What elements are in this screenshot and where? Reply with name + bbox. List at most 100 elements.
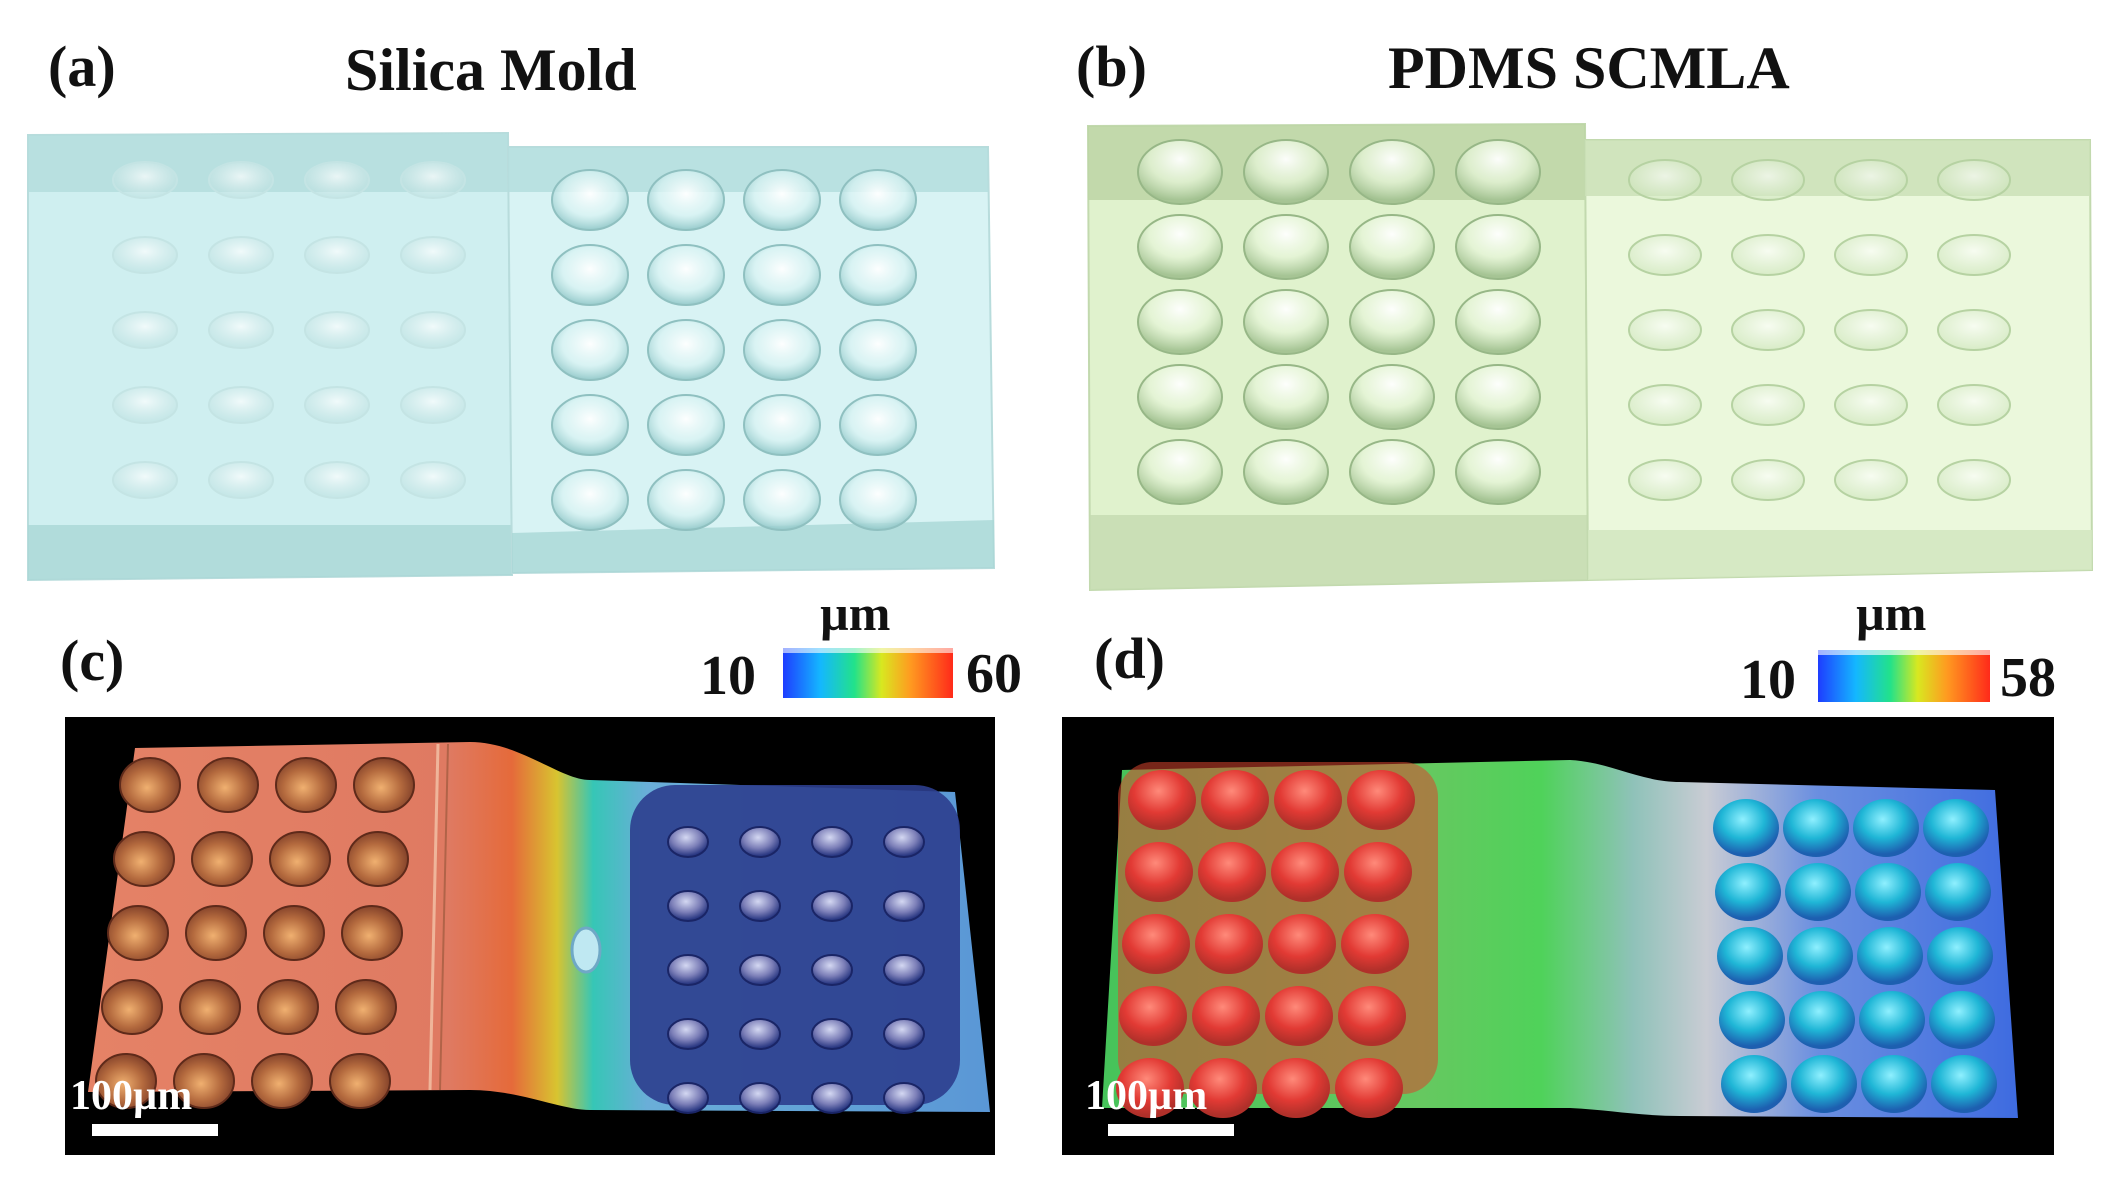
tall-microlens bbox=[1243, 289, 1329, 355]
deep-cavity bbox=[839, 319, 917, 381]
blue-microlens bbox=[1855, 863, 1921, 921]
tall-microlens bbox=[1243, 439, 1329, 505]
blue-microlens bbox=[1857, 927, 1923, 985]
deep-cavity bbox=[551, 169, 629, 231]
panel-a-mold-diagram bbox=[27, 131, 996, 582]
blue-microlens bbox=[1853, 799, 1919, 857]
red-microlens bbox=[1335, 1058, 1403, 1118]
deep-cavity bbox=[743, 244, 821, 306]
red-microlens bbox=[1271, 842, 1339, 902]
pdms-tall-microlenses bbox=[1137, 139, 1541, 505]
cavity-pit bbox=[191, 831, 253, 887]
panel-d-label: (d) bbox=[1094, 626, 1165, 691]
blue-microlens bbox=[1787, 927, 1853, 985]
mold-shallow-cavities bbox=[112, 161, 466, 499]
red-microlens bbox=[1338, 986, 1406, 1046]
shallow-cavity bbox=[208, 311, 274, 349]
tall-microlens bbox=[1455, 439, 1541, 505]
colorbar-c-min: 10 bbox=[700, 645, 756, 707]
short-microlens bbox=[1834, 234, 1908, 276]
red-microlens bbox=[1341, 914, 1409, 974]
red-microlens bbox=[1347, 770, 1415, 830]
tall-microlens bbox=[1349, 289, 1435, 355]
cavity-pit bbox=[329, 1053, 391, 1109]
deep-cavity bbox=[839, 394, 917, 456]
tall-microlens bbox=[1137, 289, 1223, 355]
red-microlens bbox=[1198, 842, 1266, 902]
cavity-bottom bbox=[811, 890, 853, 922]
short-microlens bbox=[1628, 234, 1702, 276]
red-microlens bbox=[1265, 986, 1333, 1046]
cavity-pit bbox=[119, 757, 181, 813]
tall-microlens bbox=[1243, 364, 1329, 430]
tall-microlens bbox=[1137, 214, 1223, 280]
cavity-bottom bbox=[883, 954, 925, 986]
cavity-bottom bbox=[811, 826, 853, 858]
blue-microlens bbox=[1925, 863, 1991, 921]
cavity-bottom bbox=[883, 890, 925, 922]
red-microlens bbox=[1119, 986, 1187, 1046]
mold-cavity-bottoms bbox=[667, 826, 925, 1114]
shallow-cavity bbox=[304, 461, 370, 499]
cavity-bottom bbox=[811, 1082, 853, 1114]
deep-cavity bbox=[839, 469, 917, 531]
colorbar-c-max: 60 bbox=[966, 643, 1022, 705]
short-microlens bbox=[1937, 159, 2011, 201]
shallow-cavity bbox=[112, 236, 178, 274]
panel-a-title: Silica Mold bbox=[345, 37, 637, 103]
panel-c-label: (c) bbox=[60, 628, 125, 693]
deep-cavity bbox=[551, 244, 629, 306]
short-microlens bbox=[1731, 159, 1805, 201]
red-microlens bbox=[1125, 842, 1193, 902]
short-microlens bbox=[1834, 459, 1908, 501]
shallow-cavity bbox=[112, 461, 178, 499]
short-microlens bbox=[1834, 159, 1908, 201]
panel-b-title: PDMS SCMLA bbox=[1388, 35, 1790, 101]
red-microlens bbox=[1344, 842, 1412, 902]
red-microlens bbox=[1189, 1058, 1257, 1118]
tall-microlens bbox=[1349, 364, 1435, 430]
cavity-bottom bbox=[883, 1018, 925, 1050]
tall-microlens bbox=[1455, 289, 1541, 355]
short-microlens bbox=[1628, 309, 1702, 351]
deep-cavity bbox=[743, 319, 821, 381]
shallow-cavity bbox=[304, 236, 370, 274]
tall-microlens bbox=[1455, 139, 1541, 205]
short-microlens bbox=[1731, 309, 1805, 351]
pdms-short-microlenses bbox=[1628, 159, 2011, 501]
short-microlens bbox=[1834, 384, 1908, 426]
cavity-pit bbox=[347, 831, 409, 887]
red-microlens bbox=[1192, 986, 1260, 1046]
deep-cavity bbox=[647, 319, 725, 381]
blue-microlens bbox=[1923, 799, 1989, 857]
cavity-pit bbox=[335, 979, 397, 1035]
scalebar-d-label: 100µm bbox=[1085, 1073, 1208, 1119]
shallow-cavity bbox=[304, 386, 370, 424]
cavity-bottom bbox=[883, 826, 925, 858]
tall-microlens bbox=[1455, 214, 1541, 280]
deep-cavity bbox=[647, 244, 725, 306]
cavity-pit bbox=[341, 905, 403, 961]
blue-microlens bbox=[1715, 863, 1781, 921]
shallow-cavity bbox=[400, 386, 466, 424]
cavity-bottom bbox=[883, 1082, 925, 1114]
blue-microlens bbox=[1931, 1055, 1997, 1113]
deep-cavity bbox=[743, 169, 821, 231]
short-microlens bbox=[1937, 459, 2011, 501]
cavity-pit bbox=[173, 1053, 235, 1109]
shallow-cavity bbox=[112, 161, 178, 199]
red-microlens bbox=[1116, 1058, 1184, 1118]
cavity-pit bbox=[251, 1053, 313, 1109]
deep-cavity bbox=[551, 469, 629, 531]
deep-cavity bbox=[743, 469, 821, 531]
shallow-cavity bbox=[400, 311, 466, 349]
cavity-pit bbox=[353, 757, 415, 813]
tall-microlens bbox=[1137, 139, 1223, 205]
shallow-cavity bbox=[400, 461, 466, 499]
red-microlens bbox=[1274, 770, 1342, 830]
tall-microlens bbox=[1137, 364, 1223, 430]
cavity-pit bbox=[185, 905, 247, 961]
panel-b-pdms-diagram bbox=[1086, 122, 2094, 592]
cavity-bottom bbox=[739, 1082, 781, 1114]
